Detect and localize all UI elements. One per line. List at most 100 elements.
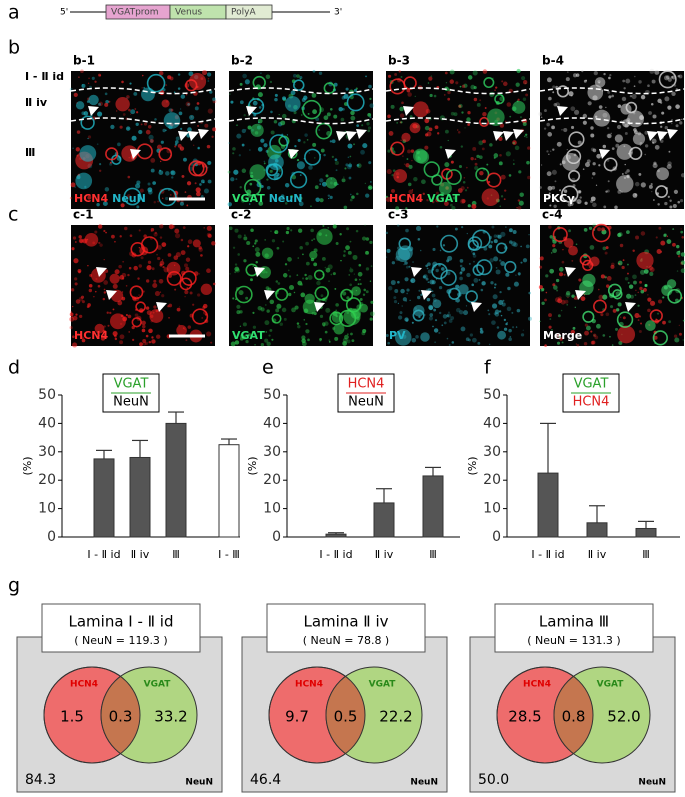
image-speckle: [405, 228, 409, 233]
image-speckle: [77, 332, 80, 335]
image-speckle: [243, 236, 248, 241]
image-speckle: [138, 247, 141, 249]
image-speckle: [648, 111, 652, 115]
image-speckle: [399, 113, 405, 118]
cell-ring: [252, 75, 266, 90]
image-speckle: [318, 71, 323, 76]
image-speckle: [153, 305, 157, 309]
image-speckle: [598, 105, 603, 109]
stain-label: Merge: [543, 329, 582, 342]
image-speckle: [263, 162, 266, 165]
image-speckle: [626, 230, 630, 234]
image-speckle: [624, 163, 626, 166]
image-speckle: [525, 136, 528, 139]
image-speckle: [632, 249, 635, 252]
image-speckle: [557, 341, 561, 345]
image-speckle: [452, 196, 457, 200]
image-speckle: [427, 262, 431, 267]
image-speckle: [242, 73, 247, 79]
cell-ring: [629, 146, 643, 161]
image-speckle: [607, 133, 612, 139]
image-speckle: [180, 250, 186, 256]
image-speckle: [146, 279, 150, 283]
image-speckle: [141, 328, 146, 333]
image-speckle: [138, 229, 141, 232]
image-speckle: [368, 84, 372, 89]
image-speckle: [617, 260, 623, 266]
cell-body: [115, 96, 130, 112]
stain-name: HCN4: [74, 192, 108, 205]
x-tick-label: Ⅱ iv: [588, 548, 607, 561]
arrowhead: [188, 131, 199, 141]
image-speckle: [387, 74, 392, 78]
image-speckle: [331, 139, 336, 144]
stain-label: VGAT NeuN: [232, 192, 302, 205]
image-speckle: [349, 155, 352, 158]
image-speckle: [634, 312, 640, 319]
image-speckle: [428, 316, 433, 321]
image-speckle: [162, 197, 164, 199]
image-speckle: [395, 206, 400, 211]
image-speckle: [574, 306, 577, 309]
image-speckle: [678, 250, 681, 253]
image-speckle: [446, 313, 452, 318]
image-speckle: [679, 198, 684, 203]
image-speckle: [247, 125, 252, 130]
image-speckle: [365, 193, 370, 198]
cell-body: [594, 77, 606, 88]
image-speckle: [643, 269, 649, 274]
image-speckle: [528, 291, 531, 295]
image-speckle: [605, 246, 609, 250]
image-speckle: [69, 325, 73, 330]
image-speckle: [664, 96, 670, 102]
cell-ring: [440, 234, 459, 253]
image-speckle: [274, 97, 278, 102]
image-speckle: [99, 74, 101, 77]
image-speckle: [81, 336, 85, 340]
image-speckle: [193, 144, 195, 146]
image-speckle: [93, 295, 95, 298]
image-speckle: [465, 166, 468, 169]
image-speckle: [142, 324, 146, 329]
image-speckle: [103, 258, 105, 261]
image-speckle: [682, 339, 684, 341]
image-speckle: [592, 172, 596, 176]
image-speckle: [243, 259, 247, 263]
image-speckle: [104, 187, 110, 192]
image-speckle: [552, 85, 556, 89]
image-speckle: [568, 229, 571, 233]
image-speckle: [119, 275, 125, 280]
cell-ring: [467, 236, 483, 251]
image-speckle: [544, 344, 547, 347]
image-speckle: [653, 161, 657, 165]
image-speckle: [156, 253, 158, 256]
image-speckle: [442, 314, 448, 319]
image-speckle: [437, 132, 440, 135]
image-speckle: [539, 256, 544, 261]
arrowhead: [198, 129, 209, 139]
y-tick-label: 10: [38, 501, 56, 517]
arrowhead: [254, 267, 265, 277]
image-speckle: [464, 189, 468, 192]
image-speckle: [656, 249, 662, 255]
image-speckle: [232, 147, 236, 151]
image-speckle: [385, 195, 388, 199]
image-speckle: [96, 202, 100, 207]
image-speckle: [127, 273, 130, 277]
image-speckle: [78, 270, 81, 274]
image-title: b-3: [388, 54, 410, 68]
image-speckle: [451, 205, 456, 211]
venn-right-value: 52.0: [607, 708, 640, 726]
image-speckle: [174, 145, 177, 148]
image-speckle: [364, 224, 366, 226]
image-speckle: [580, 296, 586, 301]
image-speckle: [350, 332, 353, 336]
image-speckle: [347, 250, 352, 255]
image-speckle: [624, 171, 628, 175]
image-speckle: [131, 135, 137, 141]
image-speckle: [168, 108, 173, 113]
image-speckle: [353, 273, 355, 275]
image-speckle: [652, 163, 658, 169]
cell-ring: [140, 236, 159, 254]
image-speckle: [447, 90, 451, 95]
